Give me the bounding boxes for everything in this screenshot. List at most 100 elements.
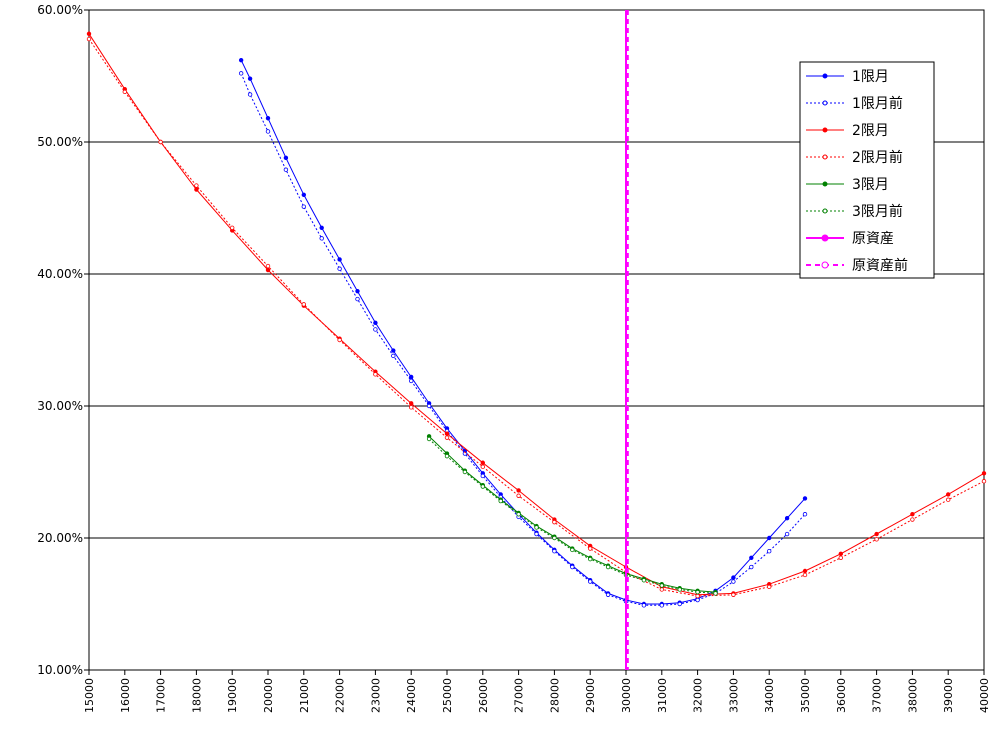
data-point — [355, 288, 360, 294]
data-point — [265, 267, 271, 273]
legend-swatch-marker — [821, 261, 829, 269]
data-point — [238, 57, 244, 63]
data-point — [480, 484, 485, 489]
data-point — [659, 583, 664, 588]
data-point — [838, 555, 843, 560]
data-point — [516, 493, 521, 498]
data-point — [695, 593, 700, 599]
x-tick-label: 21000 — [298, 678, 311, 713]
data-point — [731, 575, 736, 580]
data-point — [588, 546, 593, 551]
data-point — [337, 257, 342, 262]
data-point — [229, 225, 235, 230]
data-point — [373, 327, 378, 332]
data-point — [337, 266, 342, 271]
legend-label: 2限月前 — [852, 149, 903, 166]
data-point — [552, 519, 557, 525]
x-tick-label: 29000 — [584, 678, 597, 713]
data-point — [731, 592, 736, 597]
x-tick-label: 23000 — [369, 678, 382, 713]
legend-swatch-marker — [822, 208, 828, 214]
data-point — [659, 603, 664, 608]
data-point — [767, 584, 772, 590]
x-tick-label: 34000 — [763, 678, 776, 713]
legend-swatch-marker — [822, 181, 828, 187]
y-tick-label: 30.00% — [37, 399, 83, 413]
legend-label: 3限月前 — [852, 203, 903, 220]
data-point — [337, 337, 342, 343]
x-axis-ticks: 15000 16000 17000 18000 19000 20000 21000 22000… — [83, 670, 991, 713]
data-point — [802, 572, 808, 578]
data-point — [731, 579, 736, 584]
y-tick-label: 40.00% — [37, 267, 83, 281]
data-point — [695, 589, 700, 595]
data-point — [247, 92, 253, 97]
data-point — [265, 263, 271, 269]
data-point — [238, 71, 244, 76]
data-point — [802, 496, 808, 501]
data-point — [426, 436, 432, 442]
x-tick-label: 24000 — [405, 678, 418, 713]
x-tick-label: 31000 — [656, 678, 669, 713]
x-tick-label: 17000 — [155, 678, 168, 713]
data-point — [605, 564, 611, 570]
data-point — [86, 36, 92, 42]
y-tick-label: 10.00% — [37, 663, 83, 677]
data-point — [874, 531, 879, 537]
legend-box — [799, 61, 935, 279]
x-tick-label: 30000 — [620, 678, 633, 713]
y-tick-label: 50.00% — [37, 135, 83, 149]
data-point — [981, 471, 987, 476]
data-point — [552, 535, 557, 541]
data-point — [426, 403, 432, 409]
x-tick-label: 22000 — [334, 678, 347, 713]
x-tick-label: 18000 — [190, 678, 203, 713]
data-point — [480, 460, 485, 465]
legend-label: 3限月 — [852, 177, 889, 193]
x-tick-label: 33000 — [727, 678, 740, 713]
data-point — [981, 479, 987, 484]
data-point — [444, 431, 450, 436]
data-point — [480, 473, 485, 479]
data-point — [588, 579, 593, 584]
data-point — [283, 155, 289, 161]
x-tick-label: 39000 — [942, 678, 955, 713]
x-tick-label: 16000 — [119, 678, 132, 713]
data-point — [122, 89, 127, 95]
data-point — [86, 31, 92, 36]
data-point — [301, 192, 306, 197]
data-point — [462, 469, 468, 475]
x-tick-label: 37000 — [871, 678, 884, 713]
x-tick-label: 40000 — [978, 678, 991, 713]
data-point — [480, 464, 485, 469]
data-point — [373, 372, 378, 377]
series-layer — [86, 10, 987, 670]
x-tick-label: 38000 — [906, 678, 919, 713]
data-point — [391, 353, 396, 359]
gridlines — [89, 9, 984, 671]
data-point — [409, 378, 414, 384]
data-point — [641, 603, 647, 608]
data-point — [802, 512, 808, 517]
data-point — [659, 587, 664, 592]
data-point — [570, 547, 575, 553]
data-point — [373, 320, 378, 326]
data-point — [301, 302, 306, 307]
data-point — [713, 591, 718, 596]
data-point — [874, 537, 879, 542]
data-point — [409, 405, 414, 410]
data-point — [194, 183, 199, 188]
y-axis-ticks: 10.00% 20.00% 30.00% 40.00% 50.00% 60.00% — [37, 3, 89, 677]
series-line — [88, 38, 985, 597]
data-point — [784, 531, 790, 537]
legend-swatch-marker — [821, 234, 829, 242]
x-tick-label: 15000 — [83, 678, 96, 713]
data-point — [283, 167, 289, 172]
x-tick-label: 36000 — [835, 678, 848, 713]
data-point — [910, 512, 915, 517]
legend-swatch-marker — [822, 127, 828, 133]
data-point — [802, 568, 808, 574]
x-tick-label: 25000 — [441, 678, 454, 713]
x-tick-label: 26000 — [477, 678, 490, 713]
